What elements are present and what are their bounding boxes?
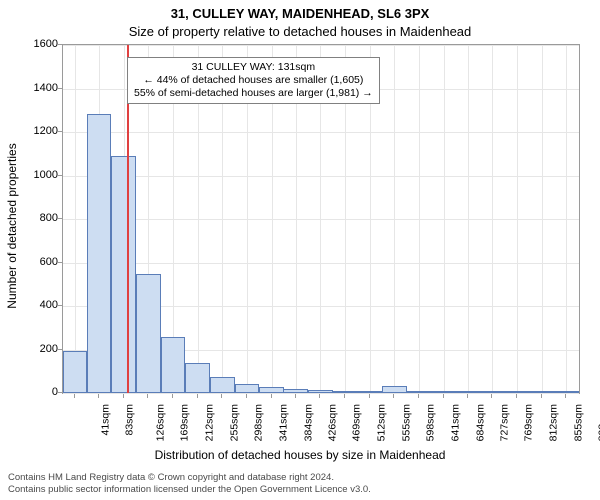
gridline-h xyxy=(63,45,579,46)
y-tick-label: 400 xyxy=(22,299,58,311)
y-tick-mark xyxy=(58,44,62,45)
callout-box: 31 CULLEY WAY: 131sqm ← 44% of detached … xyxy=(127,57,380,104)
x-tick-mark xyxy=(98,394,99,398)
x-tick-label: 512sqm xyxy=(375,404,387,441)
y-tick-mark xyxy=(58,392,62,393)
x-tick-mark xyxy=(491,394,492,398)
x-tick-label: 598sqm xyxy=(425,404,437,441)
y-tick-label: 200 xyxy=(22,343,58,355)
histogram-bar xyxy=(456,391,481,393)
histogram-bar xyxy=(136,274,161,393)
x-tick-label: 83sqm xyxy=(124,404,136,436)
histogram-bar xyxy=(480,391,505,393)
histogram-bar xyxy=(185,363,210,393)
y-axis-label: Number of detached properties xyxy=(5,143,19,308)
histogram-bar xyxy=(235,384,260,393)
x-tick-label: 169sqm xyxy=(179,404,191,441)
y-tick-mark xyxy=(58,175,62,176)
histogram-bar xyxy=(87,114,112,393)
histogram-bar xyxy=(554,391,579,393)
x-tick-mark xyxy=(319,394,320,398)
histogram-bar xyxy=(529,391,554,393)
x-tick-label: 384sqm xyxy=(302,404,314,441)
x-tick-label: 855sqm xyxy=(572,404,584,441)
y-tick-mark xyxy=(58,88,62,89)
x-tick-mark xyxy=(295,394,296,398)
super-title: 31, CULLEY WAY, MAIDENHEAD, SL6 3PX xyxy=(0,6,600,21)
x-tick-mark xyxy=(467,394,468,398)
gridline-h xyxy=(63,176,579,177)
x-tick-mark xyxy=(197,394,198,398)
x-tick-mark xyxy=(418,394,419,398)
y-tick-mark xyxy=(58,218,62,219)
y-tick-mark xyxy=(58,305,62,306)
x-tick-label: 727sqm xyxy=(499,404,511,441)
histogram-bar xyxy=(210,377,235,393)
x-tick-label: 641sqm xyxy=(449,404,461,441)
y-tick-mark xyxy=(58,131,62,132)
footer-line-1: Contains HM Land Registry data © Crown c… xyxy=(8,472,371,484)
gridline-h xyxy=(63,393,579,394)
histogram-bar xyxy=(63,351,88,393)
x-tick-mark xyxy=(271,394,272,398)
y-tick-label: 800 xyxy=(22,212,58,224)
x-tick-mark xyxy=(123,394,124,398)
x-tick-mark xyxy=(516,394,517,398)
x-tick-label: 426sqm xyxy=(326,404,338,441)
x-tick-mark xyxy=(74,394,75,398)
x-tick-mark xyxy=(147,394,148,398)
histogram-bar xyxy=(357,391,382,393)
histogram-bar xyxy=(161,337,186,393)
callout-line-3: 55% of semi-detached houses are larger (… xyxy=(134,87,373,100)
x-tick-mark xyxy=(541,394,542,398)
gridline-h xyxy=(63,132,579,133)
x-tick-label: 126sqm xyxy=(154,404,166,441)
y-tick-mark xyxy=(58,262,62,263)
gridline-h xyxy=(63,219,579,220)
histogram-bar xyxy=(333,391,358,393)
footer-line-2: Contains public sector information licen… xyxy=(8,484,371,496)
x-tick-label: 812sqm xyxy=(547,404,559,441)
x-tick-mark xyxy=(172,394,173,398)
gridline-h xyxy=(63,263,579,264)
histogram-bar xyxy=(283,389,308,393)
y-tick-label: 0 xyxy=(22,386,58,398)
x-tick-label: 41sqm xyxy=(100,404,112,436)
x-tick-label: 341sqm xyxy=(277,404,289,441)
x-tick-mark xyxy=(443,394,444,398)
x-tick-mark xyxy=(246,394,247,398)
histogram-bar xyxy=(308,390,333,393)
y-tick-label: 1200 xyxy=(22,125,58,137)
x-tick-label: 255sqm xyxy=(228,404,240,441)
y-tick-mark xyxy=(58,349,62,350)
histogram-bar xyxy=(505,391,530,393)
x-axis-label: Distribution of detached houses by size … xyxy=(0,448,600,462)
callout-line-2: ← 44% of detached houses are smaller (1,… xyxy=(134,74,373,87)
y-tick-label: 600 xyxy=(22,256,58,268)
histogram-bar xyxy=(259,387,284,393)
histogram-bar xyxy=(382,386,407,393)
x-tick-label: 469sqm xyxy=(351,404,363,441)
histogram-bar xyxy=(431,391,456,393)
y-tick-label: 1000 xyxy=(22,169,58,181)
plot-area: 31 CULLEY WAY: 131sqm ← 44% of detached … xyxy=(62,44,580,394)
x-tick-label: 684sqm xyxy=(474,404,486,441)
callout-line-1: 31 CULLEY WAY: 131sqm xyxy=(134,61,373,74)
histogram-bar xyxy=(111,156,136,393)
x-tick-label: 212sqm xyxy=(203,404,215,441)
x-tick-mark xyxy=(393,394,394,398)
x-tick-label: 769sqm xyxy=(523,404,535,441)
x-tick-label: 555sqm xyxy=(400,404,412,441)
x-tick-mark xyxy=(369,394,370,398)
x-tick-label: 298sqm xyxy=(253,404,265,441)
sub-title: Size of property relative to detached ho… xyxy=(0,24,600,39)
x-tick-mark xyxy=(344,394,345,398)
histogram-bar xyxy=(407,391,432,393)
chart-container: 31, CULLEY WAY, MAIDENHEAD, SL6 3PX Size… xyxy=(0,0,600,500)
x-tick-mark xyxy=(565,394,566,398)
footer: Contains HM Land Registry data © Crown c… xyxy=(8,472,371,496)
y-tick-label: 1400 xyxy=(22,82,58,94)
x-tick-mark xyxy=(221,394,222,398)
y-tick-label: 1600 xyxy=(22,38,58,50)
